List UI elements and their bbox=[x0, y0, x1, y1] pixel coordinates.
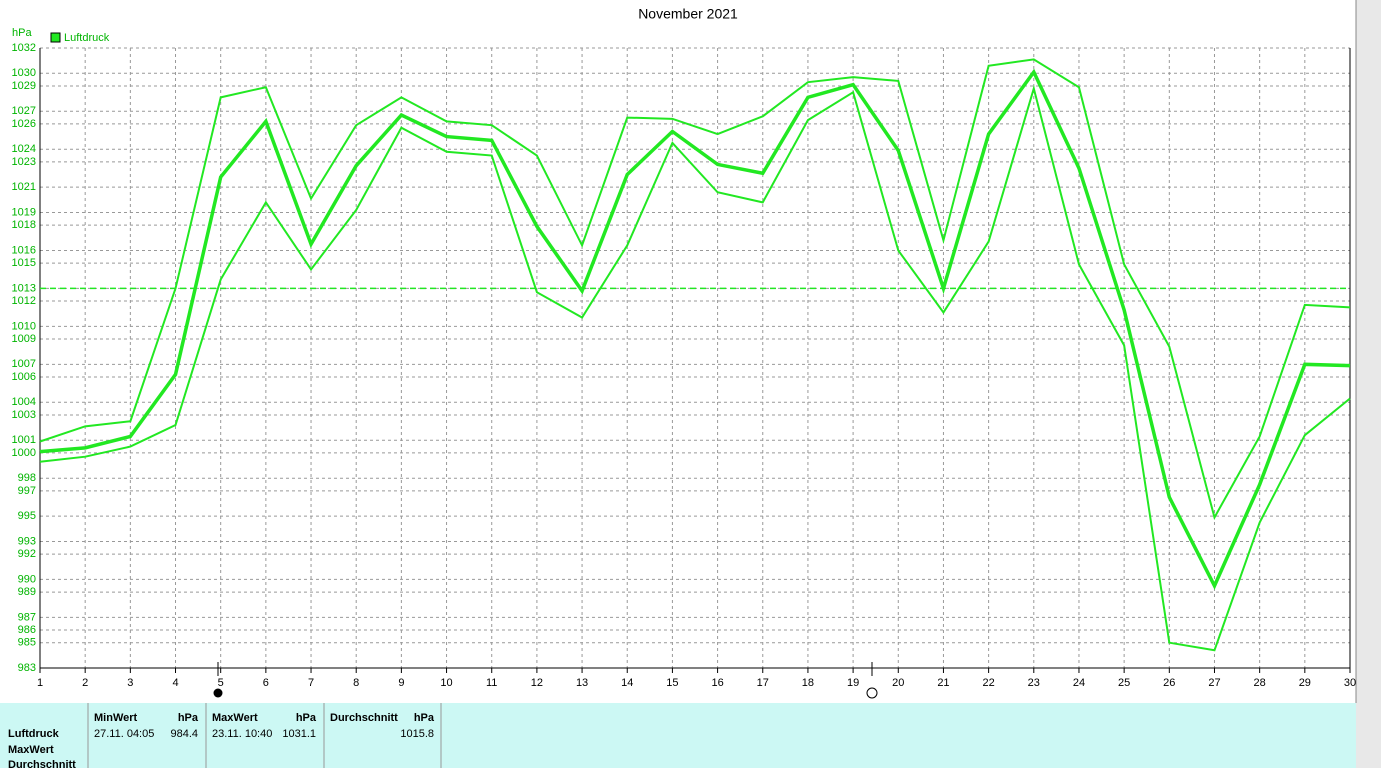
x-tick-label: 13 bbox=[576, 677, 588, 689]
x-tick-label: 14 bbox=[621, 677, 633, 689]
y-tick-label: 995 bbox=[18, 510, 36, 522]
y-tick-label: 983 bbox=[18, 662, 36, 674]
row-label: MaxWert bbox=[8, 744, 54, 756]
y-tick-label: 992 bbox=[18, 548, 36, 560]
y-tick-label: 1012 bbox=[12, 295, 36, 307]
x-tick-label: 15 bbox=[666, 677, 678, 689]
row-label: Luftdruck bbox=[8, 728, 60, 740]
new-moon bbox=[213, 688, 223, 698]
legend-swatch bbox=[50, 32, 61, 43]
cell: 23.11. 10:40 bbox=[212, 728, 272, 740]
col-header: MinWert bbox=[94, 712, 138, 724]
y-tick-label: 998 bbox=[18, 472, 36, 484]
legend-label: Luftdruck bbox=[64, 32, 110, 44]
x-tick-label: 16 bbox=[711, 677, 723, 689]
full-moon bbox=[866, 687, 878, 699]
x-tick-label: 20 bbox=[892, 677, 904, 689]
y-tick-label: 1024 bbox=[12, 143, 36, 155]
cell: 984.4 bbox=[170, 728, 198, 740]
x-tick-label: 5 bbox=[218, 677, 224, 689]
y-tick-label: 1030 bbox=[12, 67, 36, 79]
y-tick-label: 1021 bbox=[12, 181, 36, 193]
x-tick-label: 25 bbox=[1118, 677, 1130, 689]
x-tick-label: 30 bbox=[1344, 677, 1356, 689]
x-tick-label: 7 bbox=[308, 677, 314, 689]
x-tick-label: 10 bbox=[440, 677, 452, 689]
x-tick-label: 2 bbox=[82, 677, 88, 689]
y-tick-label: 1006 bbox=[12, 371, 36, 383]
y-axis-label: hPa bbox=[12, 27, 32, 39]
cell: 1015.8 bbox=[400, 728, 434, 740]
y-tick-label: 990 bbox=[18, 573, 36, 585]
cell: 1031.1 bbox=[282, 728, 316, 740]
y-tick-label: 1023 bbox=[12, 156, 36, 168]
x-tick-label: 26 bbox=[1163, 677, 1175, 689]
x-tick-label: 22 bbox=[982, 677, 994, 689]
x-tick-label: 23 bbox=[1028, 677, 1040, 689]
y-tick-label: 1000 bbox=[12, 447, 36, 459]
series-line bbox=[39, 58, 1351, 521]
row-label: Durchschnitt bbox=[8, 759, 76, 768]
col-header: Durchschnitt bbox=[330, 712, 398, 724]
series-line bbox=[39, 68, 1351, 590]
x-tick-label: 3 bbox=[127, 677, 133, 689]
x-tick-label: 8 bbox=[353, 677, 359, 689]
x-tick-label: 18 bbox=[802, 677, 814, 689]
x-tick-label: 9 bbox=[398, 677, 404, 689]
y-tick-label: 993 bbox=[18, 535, 36, 547]
y-tick-label: 1013 bbox=[12, 282, 36, 294]
table-bg bbox=[0, 703, 1356, 768]
x-tick-label: 4 bbox=[172, 677, 178, 689]
x-tick-label: 27 bbox=[1208, 677, 1220, 689]
y-tick-label: 1009 bbox=[12, 333, 36, 345]
y-tick-label: 1004 bbox=[12, 396, 36, 408]
x-tick-label: 6 bbox=[263, 677, 269, 689]
col-unit: hPa bbox=[414, 712, 435, 724]
chart-title: November 2021 bbox=[638, 6, 738, 22]
y-tick-label: 1015 bbox=[12, 257, 36, 269]
y-tick-label: 1032 bbox=[12, 42, 36, 54]
x-tick-label: 19 bbox=[847, 677, 859, 689]
y-tick-label: 1029 bbox=[12, 80, 36, 92]
stats-table: Luftdruck MaxWert Durchschnitt MinWert h… bbox=[0, 703, 1356, 768]
y-tick-label: 1027 bbox=[12, 105, 36, 117]
y-tick-label: 987 bbox=[18, 611, 36, 623]
x-tick-label: 1 bbox=[37, 677, 43, 689]
x-tick-label: 12 bbox=[531, 677, 543, 689]
series-line bbox=[39, 84, 1351, 652]
x-tick-label: 17 bbox=[757, 677, 769, 689]
y-tick-label: 985 bbox=[18, 637, 36, 649]
y-tick-label: 1007 bbox=[12, 358, 36, 370]
col-unit: hPa bbox=[178, 712, 199, 724]
x-tick-label: 28 bbox=[1254, 677, 1266, 689]
y-tick-label: 1003 bbox=[12, 409, 36, 421]
y-tick-label: 1019 bbox=[12, 206, 36, 218]
x-tick-label: 11 bbox=[486, 677, 497, 689]
cell: 27.11. 04:05 bbox=[94, 728, 154, 740]
y-tick-label: 1018 bbox=[12, 219, 36, 231]
y-tick-label: 997 bbox=[18, 485, 36, 497]
y-tick-label: 1001 bbox=[12, 434, 36, 446]
x-tick-label: 29 bbox=[1299, 677, 1311, 689]
x-tick-label: 21 bbox=[937, 677, 949, 689]
x-tick-label: 24 bbox=[1073, 677, 1085, 689]
side-strip bbox=[1356, 0, 1381, 768]
col-header: MaxWert bbox=[212, 712, 258, 724]
col-unit: hPa bbox=[296, 712, 317, 724]
y-tick-label: 1026 bbox=[12, 118, 36, 130]
y-tick-label: 989 bbox=[18, 586, 36, 598]
y-tick-label: 1016 bbox=[12, 244, 36, 256]
y-tick-label: 986 bbox=[18, 624, 36, 636]
y-tick-label: 1010 bbox=[12, 320, 36, 332]
